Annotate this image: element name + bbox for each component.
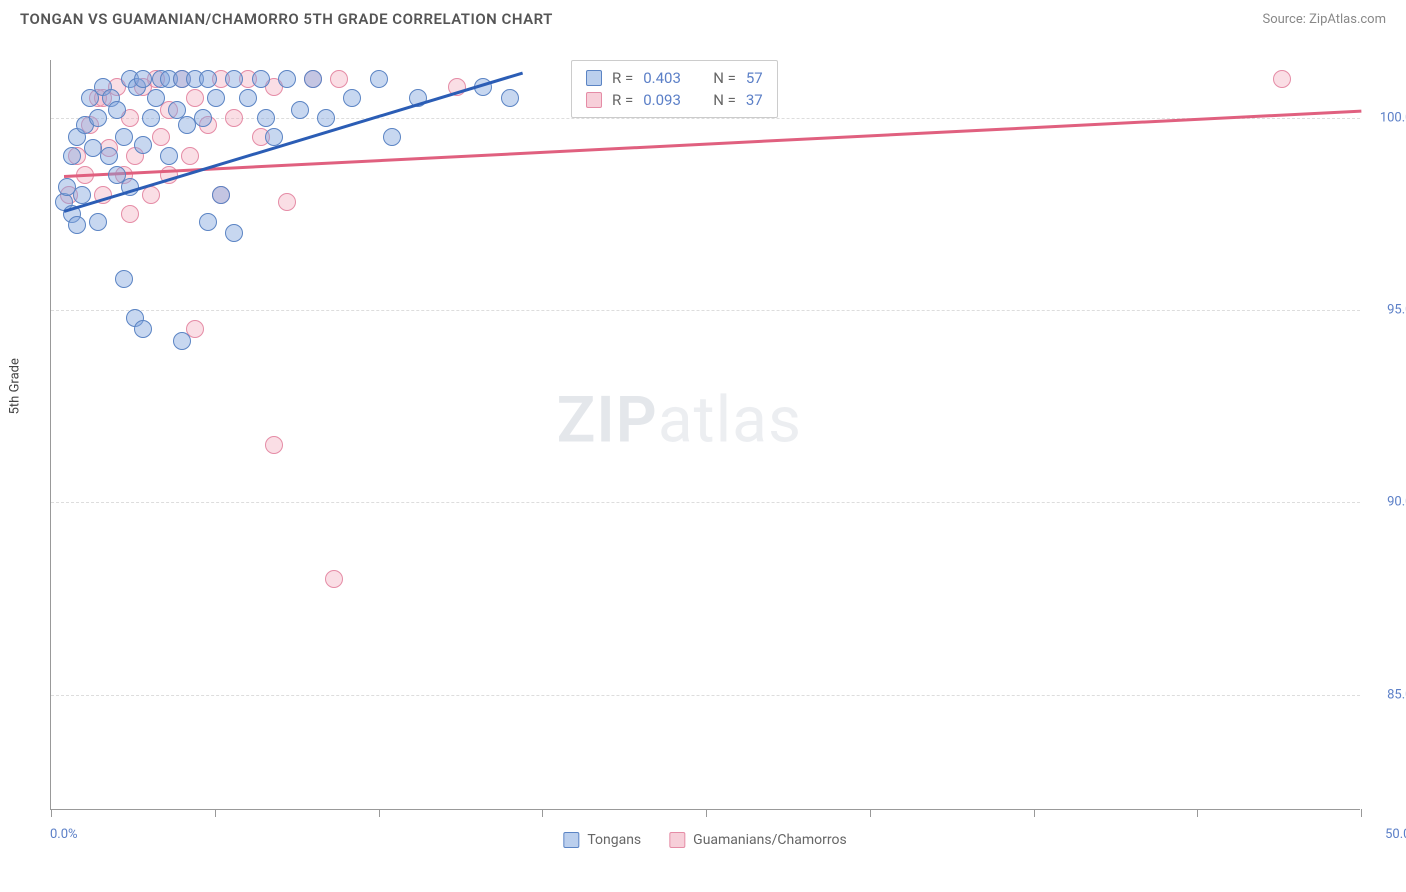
data-point bbox=[68, 216, 86, 234]
plot-region: ZIPatlas R = 0.403 N = 57 R = 0.093 N = … bbox=[50, 60, 1360, 810]
chart-title: TONGAN VS GUAMANIAN/CHAMORRO 5TH GRADE C… bbox=[20, 10, 553, 28]
data-point bbox=[194, 109, 212, 127]
data-point bbox=[225, 224, 243, 242]
data-point bbox=[108, 101, 126, 119]
data-point bbox=[199, 70, 217, 88]
data-point bbox=[73, 186, 91, 204]
data-point bbox=[134, 320, 152, 338]
n-value-guamanians: 37 bbox=[746, 91, 763, 109]
data-point bbox=[278, 193, 296, 211]
x-tick bbox=[1361, 809, 1362, 817]
watermark: ZIPatlas bbox=[557, 382, 802, 457]
r-value-guamanians: 0.093 bbox=[643, 91, 695, 109]
gridline bbox=[51, 310, 1360, 311]
x-tick bbox=[706, 809, 707, 817]
x-axis-min-label: 0.0% bbox=[50, 827, 78, 842]
data-point bbox=[278, 70, 296, 88]
data-point bbox=[265, 436, 283, 454]
data-point bbox=[212, 186, 230, 204]
data-point bbox=[199, 213, 217, 231]
data-point bbox=[147, 89, 165, 107]
data-point bbox=[181, 147, 199, 165]
legend-row-guamanians: R = 0.093 N = 37 bbox=[586, 89, 763, 111]
watermark-atlas: atlas bbox=[658, 382, 802, 457]
x-tick bbox=[51, 809, 52, 817]
data-point bbox=[115, 128, 133, 146]
x-tick bbox=[1197, 809, 1198, 817]
gridline bbox=[51, 695, 1360, 696]
legend-label: Tongans bbox=[587, 832, 641, 848]
x-axis-max-label: 50.0% bbox=[1385, 827, 1406, 842]
data-point bbox=[186, 89, 204, 107]
legend-row-tongans: R = 0.403 N = 57 bbox=[586, 67, 763, 89]
data-point bbox=[142, 109, 160, 127]
blue-swatch-icon bbox=[563, 832, 579, 848]
x-tick bbox=[215, 809, 216, 817]
y-axis-title: 5th Grade bbox=[8, 358, 23, 414]
data-point bbox=[160, 147, 178, 165]
n-label: N = bbox=[713, 91, 736, 109]
data-point bbox=[252, 70, 270, 88]
data-point bbox=[207, 89, 225, 107]
r-label: R = bbox=[612, 69, 633, 87]
data-point bbox=[100, 147, 118, 165]
n-label: N = bbox=[713, 69, 736, 87]
n-value-tongans: 57 bbox=[746, 69, 763, 87]
data-point bbox=[265, 128, 283, 146]
gridline bbox=[51, 502, 1360, 503]
r-label: R = bbox=[612, 91, 633, 109]
y-tick-label: 100.0% bbox=[1380, 110, 1406, 125]
pink-swatch-icon bbox=[669, 832, 685, 848]
legend-label: Guamanians/Chamorros bbox=[693, 832, 847, 848]
correlation-legend: R = 0.403 N = 57 R = 0.093 N = 37 bbox=[571, 60, 778, 118]
watermark-zip: ZIP bbox=[557, 382, 658, 457]
source-label: Source: ZipAtlas.com bbox=[1262, 12, 1386, 27]
data-point bbox=[370, 70, 388, 88]
series-legend: Tongans Guamanians/Chamorros bbox=[563, 832, 846, 848]
data-point bbox=[343, 89, 361, 107]
data-point bbox=[257, 109, 275, 127]
data-point bbox=[115, 270, 133, 288]
x-tick bbox=[870, 809, 871, 817]
x-tick bbox=[379, 809, 380, 817]
data-point bbox=[225, 109, 243, 127]
data-point bbox=[121, 205, 139, 223]
swatch-blue-icon bbox=[586, 70, 602, 86]
y-tick-label: 95.0% bbox=[1387, 303, 1406, 318]
chart-area: ZIPatlas R = 0.403 N = 57 R = 0.093 N = … bbox=[50, 60, 1360, 810]
data-point bbox=[325, 570, 343, 588]
r-value-tongans: 0.403 bbox=[643, 69, 695, 87]
data-point bbox=[317, 109, 335, 127]
y-tick-label: 85.0% bbox=[1387, 687, 1406, 702]
data-point bbox=[225, 70, 243, 88]
data-point bbox=[501, 89, 519, 107]
data-point bbox=[63, 147, 81, 165]
data-point bbox=[383, 128, 401, 146]
data-point bbox=[89, 213, 107, 231]
header: TONGAN VS GUAMANIAN/CHAMORRO 5TH GRADE C… bbox=[0, 0, 1406, 38]
swatch-pink-icon bbox=[586, 92, 602, 108]
data-point bbox=[239, 89, 257, 107]
data-point bbox=[134, 136, 152, 154]
data-point bbox=[330, 70, 348, 88]
data-point bbox=[134, 70, 152, 88]
data-point bbox=[1273, 70, 1291, 88]
data-point bbox=[89, 109, 107, 127]
data-point bbox=[173, 332, 191, 350]
data-point bbox=[304, 70, 322, 88]
y-tick-label: 90.0% bbox=[1387, 495, 1406, 510]
data-point bbox=[152, 128, 170, 146]
data-point bbox=[291, 101, 309, 119]
x-tick bbox=[1034, 809, 1035, 817]
legend-item: Tongans bbox=[563, 832, 641, 848]
x-tick bbox=[542, 809, 543, 817]
legend-item: Guamanians/Chamorros bbox=[669, 832, 847, 848]
